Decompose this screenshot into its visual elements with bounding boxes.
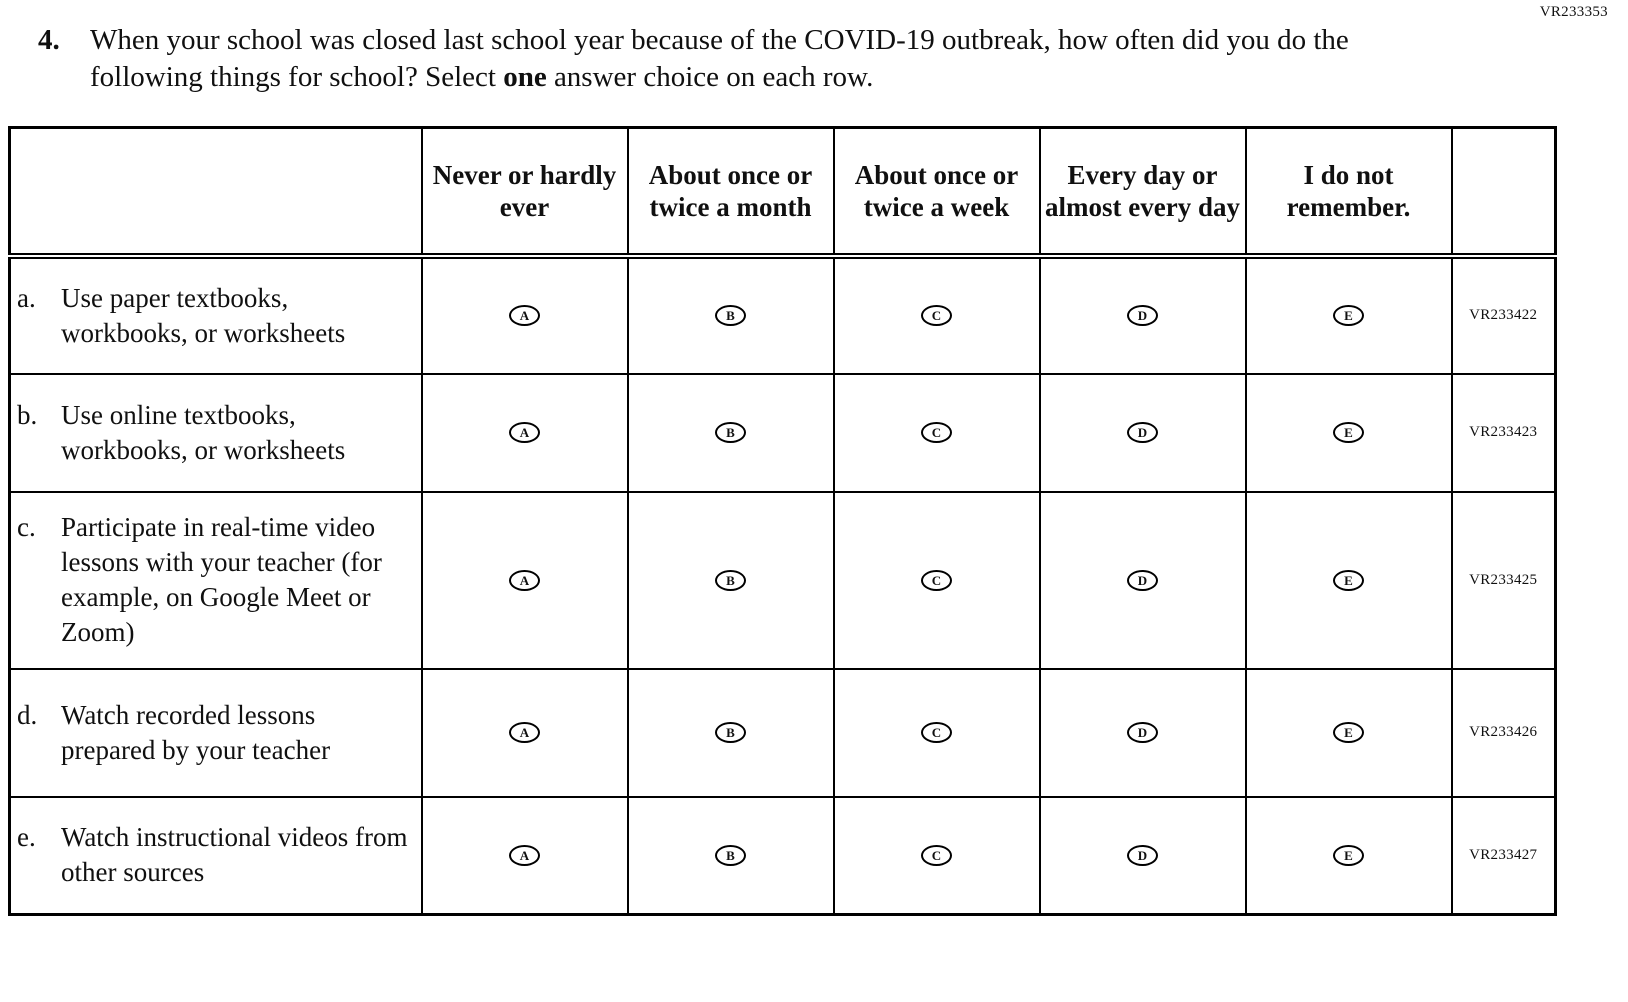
row-label: Watch instructional videos from other so… bbox=[61, 822, 408, 888]
answer-bubble-e[interactable]: E bbox=[1333, 569, 1364, 591]
row-letter: d. bbox=[17, 699, 38, 730]
row-label: Use paper textbooks, workbooks, or works… bbox=[61, 282, 346, 348]
header-do-not-remember: I do not remember. bbox=[1244, 126, 1453, 259]
answer-bubble-e[interactable]: E bbox=[1333, 844, 1364, 866]
answer-cell-c: C bbox=[832, 254, 1041, 375]
answer-bubble-e[interactable]: E bbox=[1333, 722, 1364, 743]
answer-grid-table: Never or hardly ever About once or twice… bbox=[8, 126, 1557, 916]
row-label-cell: b. Use online textbooks, workbooks, or w… bbox=[8, 372, 423, 493]
row-accession-code: VR233427 bbox=[1450, 795, 1557, 916]
answer-cell-d: D bbox=[1038, 254, 1247, 375]
row-label: Use online textbooks, workbooks, or work… bbox=[61, 399, 346, 465]
row-label: Watch recorded lessons prepared by your … bbox=[61, 699, 331, 765]
answer-bubble-c[interactable]: C bbox=[921, 305, 952, 326]
row-label: Participate in real-time video lessons w… bbox=[61, 512, 382, 647]
header-every-day: Every day or almost every day bbox=[1038, 126, 1247, 259]
row-label-cell: a. Use paper textbooks, workbooks, or wo… bbox=[8, 254, 423, 375]
answer-cell-b: B bbox=[626, 254, 835, 375]
table-row-c: c. Participate in real-time video lesson… bbox=[8, 490, 1557, 670]
answer-cell-a: A bbox=[420, 490, 629, 670]
table-row-e: e. Watch instructional videos from other… bbox=[8, 795, 1557, 916]
question-text: When your school was closed last school … bbox=[90, 22, 1370, 96]
row-letter: e. bbox=[17, 822, 36, 853]
answer-cell-b: B bbox=[626, 372, 835, 493]
row-letter: a. bbox=[17, 282, 36, 313]
question-text-after: answer choice on each row. bbox=[546, 61, 874, 93]
answer-bubble-b[interactable]: B bbox=[715, 422, 746, 443]
answer-bubble-d[interactable]: D bbox=[1127, 305, 1158, 326]
answer-cell-c: C bbox=[832, 795, 1041, 916]
answer-cell-c: C bbox=[832, 667, 1041, 798]
row-accession-code: VR233423 bbox=[1450, 372, 1557, 493]
answer-bubble-d[interactable]: D bbox=[1127, 422, 1158, 443]
header-never: Never or hardly ever bbox=[420, 126, 629, 259]
answer-bubble-c[interactable]: C bbox=[921, 844, 952, 866]
answer-bubble-c[interactable]: C bbox=[921, 422, 952, 443]
answer-cell-a: A bbox=[420, 372, 629, 493]
answer-bubble-c[interactable]: C bbox=[921, 722, 952, 743]
answer-bubble-a[interactable]: A bbox=[509, 305, 540, 326]
answer-bubble-b[interactable]: B bbox=[715, 569, 746, 591]
answer-cell-b: B bbox=[626, 490, 835, 670]
answer-bubble-d[interactable]: D bbox=[1127, 569, 1158, 591]
answer-bubble-d[interactable]: D bbox=[1127, 722, 1158, 743]
answer-bubble-e[interactable]: E bbox=[1333, 305, 1364, 326]
table-row-d: d. Watch recorded lessons prepared by yo… bbox=[8, 667, 1557, 798]
question-block: 4. When your school was closed last scho… bbox=[0, 0, 1628, 96]
row-accession-code: VR233425 bbox=[1450, 490, 1557, 670]
table-row-a: a. Use paper textbooks, workbooks, or wo… bbox=[8, 254, 1557, 375]
answer-bubble-a[interactable]: A bbox=[509, 844, 540, 866]
answer-cell-c: C bbox=[832, 490, 1041, 670]
answer-cell-d: D bbox=[1038, 490, 1247, 670]
answer-cell-b: B bbox=[626, 795, 835, 916]
question-bold-word: one bbox=[503, 61, 547, 93]
answer-cell-a: A bbox=[420, 667, 629, 798]
header-code-blank bbox=[1450, 126, 1557, 259]
answer-cell-a: A bbox=[420, 795, 629, 916]
question-number: 4. bbox=[38, 24, 60, 56]
answer-cell-e: E bbox=[1244, 254, 1453, 375]
answer-cell-e: E bbox=[1244, 667, 1453, 798]
answer-cell-e: E bbox=[1244, 795, 1453, 916]
row-accession-code: VR233422 bbox=[1450, 254, 1557, 375]
header-once-week: About once or twice a week bbox=[832, 126, 1041, 259]
header-row: Never or hardly ever About once or twice… bbox=[8, 126, 1557, 259]
answer-bubble-b[interactable]: B bbox=[715, 305, 746, 326]
answer-bubble-e[interactable]: E bbox=[1333, 422, 1364, 443]
answer-bubble-a[interactable]: A bbox=[509, 569, 540, 591]
answer-bubble-a[interactable]: A bbox=[509, 422, 540, 443]
answer-cell-e: E bbox=[1244, 372, 1453, 493]
answer-bubble-b[interactable]: B bbox=[715, 722, 746, 743]
table-row-b: b. Use online textbooks, workbooks, or w… bbox=[8, 372, 1557, 493]
row-accession-code: VR233426 bbox=[1450, 667, 1557, 798]
answer-cell-d: D bbox=[1038, 372, 1247, 493]
header-once-month: About once or twice a month bbox=[626, 126, 835, 259]
answer-cell-d: D bbox=[1038, 667, 1247, 798]
answer-cell-a: A bbox=[420, 254, 629, 375]
header-blank bbox=[8, 126, 423, 259]
question-text-before: When your school was closed last school … bbox=[90, 24, 1349, 93]
answer-bubble-d[interactable]: D bbox=[1127, 844, 1158, 866]
answer-cell-d: D bbox=[1038, 795, 1247, 916]
answer-bubble-c[interactable]: C bbox=[921, 569, 952, 591]
page-accession-code: VR233353 bbox=[1539, 4, 1608, 20]
answer-cell-c: C bbox=[832, 372, 1041, 493]
answer-bubble-a[interactable]: A bbox=[509, 722, 540, 743]
answer-cell-e: E bbox=[1244, 490, 1453, 670]
row-label-cell: e. Watch instructional videos from other… bbox=[8, 795, 423, 916]
row-label-cell: d. Watch recorded lessons prepared by yo… bbox=[8, 667, 423, 798]
row-letter: c. bbox=[17, 512, 36, 542]
answer-bubble-b[interactable]: B bbox=[715, 844, 746, 866]
row-label-cell: c. Participate in real-time video lesson… bbox=[8, 490, 423, 670]
row-letter: b. bbox=[17, 399, 38, 430]
answer-cell-b: B bbox=[626, 667, 835, 798]
